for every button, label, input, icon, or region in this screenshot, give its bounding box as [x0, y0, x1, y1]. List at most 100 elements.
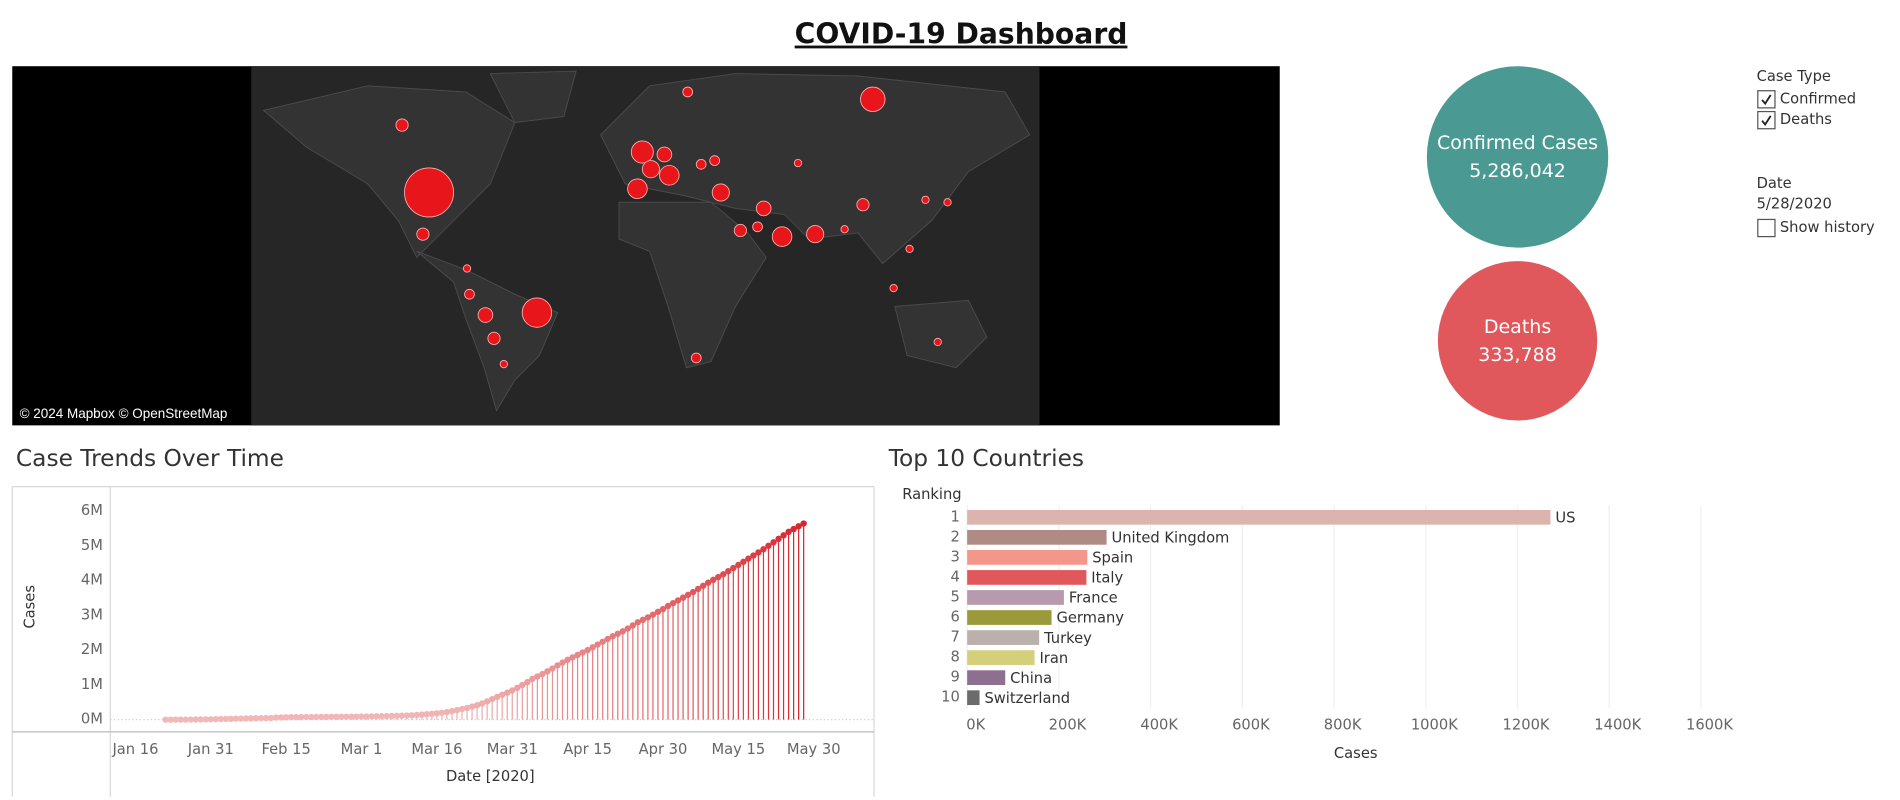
- x-tick-label: 600K: [1232, 717, 1270, 734]
- point: [800, 520, 807, 527]
- bar: [967, 670, 1006, 685]
- point: [795, 523, 802, 530]
- x-tick-label: Jan 16: [111, 741, 158, 758]
- point: [288, 714, 295, 721]
- map-bubble: [464, 288, 475, 300]
- point: [483, 698, 491, 705]
- point: [504, 689, 511, 696]
- attribution-bg: [13, 404, 227, 425]
- x-tick-label: Mar 1: [341, 741, 383, 758]
- point: [257, 714, 265, 722]
- map-bubble: [656, 146, 673, 163]
- south-america: [416, 250, 559, 412]
- bar-label: US: [1555, 510, 1575, 527]
- x-tick-label: 1000K: [1411, 717, 1458, 734]
- y-tick-label: 4M: [81, 572, 103, 589]
- point: [443, 708, 451, 716]
- filter-checkbox[interactable]: [1757, 110, 1776, 130]
- point: [619, 628, 626, 635]
- kpi-value: 333,788: [1478, 344, 1557, 366]
- point: [780, 532, 787, 539]
- africa: [618, 201, 767, 369]
- point: [448, 707, 456, 715]
- x-tick-label: 200K: [1049, 717, 1087, 734]
- map-bubble: [771, 226, 793, 247]
- map-bubble: [733, 223, 747, 238]
- rank-label: 6: [950, 609, 959, 626]
- map: © 2024 Mapbox © OpenStreetMap: [12, 66, 1280, 426]
- x-tick-label: 0K: [966, 717, 985, 734]
- point: [554, 662, 561, 669]
- rank-label: 4: [950, 568, 959, 585]
- checkmark: [1761, 94, 1772, 106]
- filters: Case Type Confirmed Deaths Date 5/28/2020 Sho…: [1757, 68, 1875, 238]
- point: [358, 713, 365, 720]
- point: [684, 591, 692, 599]
- rank-label: 9: [950, 669, 959, 686]
- point: [267, 714, 275, 722]
- point: [534, 673, 541, 680]
- point: [333, 713, 340, 721]
- point: [710, 576, 717, 584]
- bar: [967, 570, 1087, 585]
- point: [338, 713, 345, 720]
- point: [192, 716, 199, 723]
- x-tick-label: 800K: [1324, 717, 1362, 734]
- point: [303, 713, 310, 721]
- point: [524, 678, 531, 686]
- rank-label: 7: [950, 629, 959, 646]
- map-attribution: © 2024 Mapbox © OpenStreetMap: [20, 406, 228, 421]
- point: [644, 614, 652, 621]
- point: [689, 588, 697, 596]
- point: [740, 558, 747, 565]
- checkbox[interactable]: [1757, 110, 1776, 130]
- point: [614, 630, 621, 637]
- map-bubble: [395, 118, 409, 132]
- filter-option[interactable]: Deaths: [1780, 111, 1832, 128]
- checkbox[interactable]: [1757, 90, 1776, 109]
- dashboard-title: COVID-19 Dashboard: [795, 18, 1128, 51]
- y-axis-label: Cases: [22, 585, 39, 629]
- kpi-circle: [1437, 261, 1598, 421]
- x-tick-label: Jan 31: [187, 741, 234, 758]
- point: [669, 599, 677, 607]
- filter-option[interactable]: Confirmed: [1780, 90, 1856, 107]
- map-bubble: [404, 167, 454, 218]
- point: [373, 713, 380, 720]
- rank-label: 8: [950, 649, 959, 666]
- map-bubble: [943, 198, 952, 207]
- point: [564, 656, 571, 664]
- point: [750, 552, 757, 559]
- map-bubble: [521, 297, 553, 328]
- x-tick-label: Mar 16: [411, 741, 462, 758]
- point: [574, 651, 581, 659]
- map-bubble: [793, 158, 803, 168]
- point: [519, 681, 526, 689]
- rank-label: 5: [950, 588, 959, 605]
- checkbox[interactable]: [1757, 218, 1776, 238]
- x-tick-label: Apr 15: [563, 741, 612, 758]
- point: [323, 713, 330, 721]
- point: [468, 703, 476, 710]
- point: [609, 633, 616, 640]
- map-bubble: [630, 140, 654, 164]
- point: [458, 705, 466, 713]
- bar-label: Switzerland: [984, 690, 1070, 707]
- point: [418, 711, 426, 718]
- point: [539, 670, 546, 678]
- map-bubble: [682, 86, 694, 98]
- point: [398, 712, 405, 719]
- filter-checkbox[interactable]: [1757, 218, 1776, 238]
- filter-checkbox[interactable]: [1757, 90, 1776, 109]
- point: [353, 713, 360, 720]
- chart-title: Case Trends Over Time: [16, 445, 284, 472]
- point: [694, 585, 702, 593]
- map-bubble: [695, 158, 707, 170]
- x-tick-label: 400K: [1140, 717, 1178, 734]
- filter-option[interactable]: Show history: [1780, 219, 1875, 236]
- point: [584, 646, 591, 654]
- greenland: [489, 70, 577, 124]
- north-america: [262, 85, 516, 259]
- kpi-label: Deaths: [1484, 316, 1551, 338]
